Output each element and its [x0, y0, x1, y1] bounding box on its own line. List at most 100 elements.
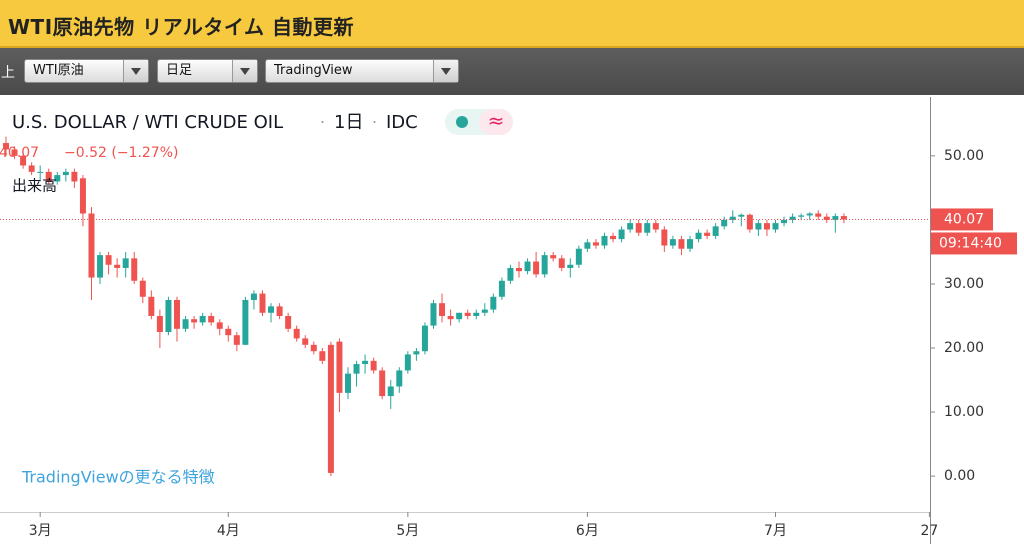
status-wave: ≈ [488, 109, 505, 133]
candle-body [721, 219, 728, 227]
plot [0, 136, 930, 477]
candle-body [165, 299, 172, 333]
candle-body [20, 155, 27, 166]
candle-body [755, 223, 762, 230]
candle-body [37, 171, 44, 173]
candle-body [772, 223, 779, 230]
candle-body [601, 235, 608, 246]
select-text: 日足 [166, 63, 193, 78]
candle-body [336, 341, 343, 393]
candle-body [832, 216, 839, 220]
candle-body [575, 248, 582, 265]
price-label: 40.07 [944, 211, 984, 227]
candle-body [191, 319, 198, 323]
candle-body [259, 293, 266, 313]
candle-body [182, 319, 189, 329]
candle-body [516, 267, 522, 272]
candle-body [789, 216, 796, 220]
symbol-title: U.S. DOLLAR / WTI CRUDE OIL [12, 112, 283, 133]
candle-body [627, 223, 634, 230]
candle-body [156, 315, 163, 333]
candle-body [781, 219, 788, 224]
candle-body [276, 306, 283, 316]
promo-link[interactable]: TradingViewの更なる特徴 [21, 468, 215, 487]
candle-body [45, 171, 52, 182]
candle-body [327, 344, 334, 473]
x-tick-label: 3月 [29, 523, 52, 539]
candle-body [806, 213, 813, 216]
candle-body [430, 303, 437, 326]
candle-body [524, 261, 531, 272]
interval-select[interactable]: 日足 [157, 59, 258, 83]
candle-body [481, 309, 488, 313]
candle-body [413, 351, 420, 355]
x-tick-label: 4月 [217, 523, 240, 539]
candle-body [302, 338, 309, 345]
candle-body [62, 171, 69, 176]
candle-body [370, 360, 377, 371]
candle-body [447, 315, 454, 320]
candle-body [729, 216, 736, 220]
candle-body [678, 239, 685, 249]
y-tick-label: 10.00 [944, 404, 984, 420]
candle-body [242, 299, 249, 345]
candle-body [456, 312, 463, 320]
candle-body [79, 178, 86, 214]
time-label-bg [931, 232, 1017, 255]
candle-body [661, 229, 668, 246]
candle-body [533, 261, 540, 275]
candle-body [208, 315, 215, 323]
provider-select[interactable]: TradingView [265, 59, 459, 83]
source: IDC [386, 112, 418, 133]
y-tick-label: 50.00 [944, 148, 984, 164]
candle-body [712, 226, 719, 236]
candle-body [148, 296, 155, 316]
separator: · [372, 113, 377, 132]
status-pill-right [479, 109, 513, 135]
candle-body [421, 325, 428, 352]
candle-body [105, 255, 112, 265]
dropdown-arrow [123, 60, 148, 82]
volume-label: 出来高 [12, 177, 57, 195]
price-change: −0.52 (−1.27%) [64, 145, 178, 161]
candle-body [618, 229, 625, 240]
candle-body [71, 171, 78, 182]
x-tick-label: 27 [920, 523, 938, 539]
candle-body [54, 175, 61, 182]
x-tick-label: 5月 [396, 523, 419, 539]
candle-body [550, 255, 557, 259]
candle-body [498, 280, 505, 297]
candle-body [379, 370, 386, 397]
candle-body [798, 215, 805, 217]
candle-body [319, 351, 326, 361]
candle-body [635, 223, 642, 233]
candle-body [114, 264, 121, 268]
candle-body [131, 258, 138, 281]
candle-body [268, 306, 275, 313]
candle-body [610, 235, 617, 240]
symbol-select[interactable]: WTI原油 [24, 59, 149, 83]
x-tick-label: 7月 [764, 523, 787, 539]
chart: U.S. DOLLAR / WTI CRUDE OIL · 1日 · IDC ≈… [0, 95, 1024, 544]
candle-body [439, 303, 446, 316]
candle-body [293, 328, 300, 339]
candle-body [2, 143, 9, 150]
candle-body [567, 264, 574, 268]
candle-body [746, 214, 753, 230]
last-price: 40.07 [0, 145, 39, 161]
candle-body [584, 242, 591, 249]
dropdown-arrow [232, 60, 257, 82]
dropdown-arrow [433, 60, 458, 82]
candle-body [28, 165, 35, 172]
price-label-bg [931, 208, 993, 231]
candle-body [490, 296, 497, 310]
candle-body [362, 360, 369, 365]
candle-body [11, 149, 18, 156]
candle-body [815, 213, 822, 217]
candle-body [644, 223, 651, 233]
candle-body [216, 322, 223, 329]
header: WTI原油先物 リアルタイム 自動更新 [0, 0, 1024, 48]
candle-body [704, 232, 711, 236]
candle-body [464, 312, 471, 316]
select-text: TradingView [274, 63, 353, 78]
